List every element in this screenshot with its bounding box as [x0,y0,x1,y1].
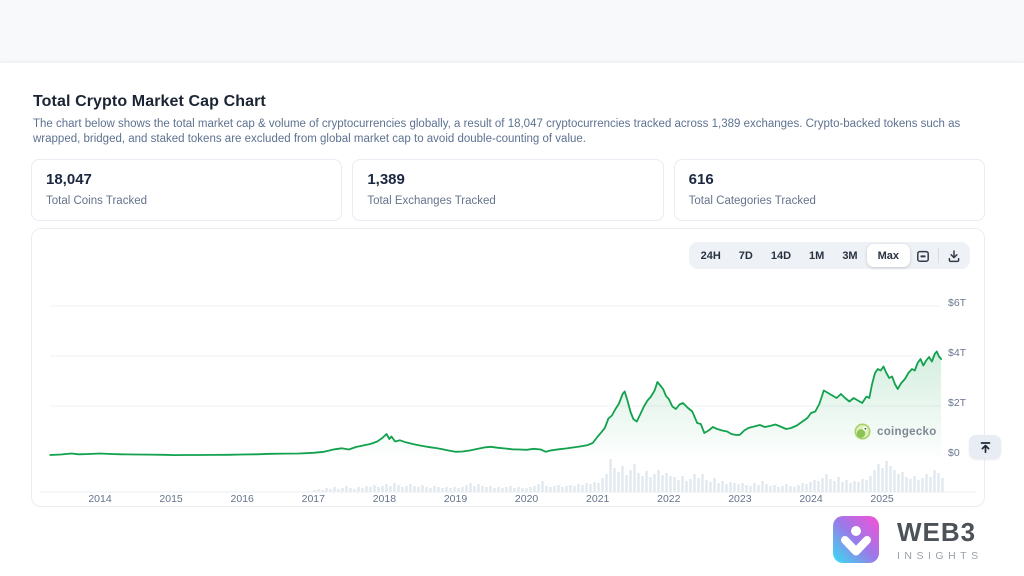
coingecko-gecko-icon [854,423,871,440]
download-button[interactable] [941,244,967,267]
web3-logo-icon [833,516,879,563]
svg-text:$0: $0 [948,447,960,459]
svg-text:2020: 2020 [515,493,539,505]
range-button-1m[interactable]: 1M [800,244,833,267]
market-cap-chart-card: $6T $4T $2T $0 2014 2015 2016 2017 2018 2019 2020 2… [31,228,985,507]
svg-text:2016: 2016 [231,493,255,505]
stat-value-exchanges: 1,389 [367,171,405,188]
svg-text:2021: 2021 [586,493,610,505]
range-button-max[interactable]: Max [866,244,910,267]
coingecko-watermark: coingecko [854,423,937,440]
market-cap-chart-svg[interactable]: $6T $4T $2T $0 2014 2015 2016 2017 2018 2019 2020 2… [32,229,984,506]
stat-label-exchanges: Total Exchanges Tracked [367,195,496,207]
brand-text: WEB3 INSIGHTS [897,517,983,562]
calendar-icon [917,250,929,262]
toolbar-divider [938,248,939,263]
stat-card-categories: 616 Total Categories Tracked [673,159,985,221]
page-title: Total Crypto Market Cap Chart [33,93,266,110]
svg-text:2019: 2019 [444,493,468,505]
svg-text:2024: 2024 [799,493,823,505]
svg-text:$6T: $6T [948,297,967,309]
brand-tagline: INSIGHTS [897,550,983,562]
brand-name: WEB3 [897,517,977,547]
range-button-7d[interactable]: 7D [730,244,762,267]
page-description: The chart below shows the total market c… [33,118,961,145]
range-button-3m[interactable]: 3M [833,244,866,267]
range-button-14d[interactable]: 14D [762,244,800,267]
stat-value-coins: 18,047 [46,171,92,188]
svg-text:2017: 2017 [302,493,326,505]
stat-label-categories: Total Categories Tracked [688,195,816,207]
svg-text:2025: 2025 [870,493,894,505]
svg-text:$4T: $4T [948,347,967,359]
stat-label-coins: Total Coins Tracked [46,195,147,207]
scroll-to-top-button[interactable] [969,435,1001,459]
stat-card-exchanges: 1,389 Total Exchanges Tracked [352,159,664,221]
svg-text:2018: 2018 [373,493,397,505]
arrow-to-top-icon [980,441,990,453]
stat-card-coins: 18,047 Total Coins Tracked [31,159,343,221]
svg-text:2014: 2014 [88,493,112,505]
range-button-24h[interactable]: 24H [692,244,730,267]
svg-text:2023: 2023 [728,493,752,505]
svg-text:$2T: $2T [948,397,967,409]
svg-text:2022: 2022 [657,493,681,505]
range-toolbar: 24H 7D 14D 1M 3M Max [688,242,970,269]
svg-text:2015: 2015 [159,493,183,505]
calendar-button[interactable] [910,244,936,267]
footer-brand: WEB3 INSIGHTS [833,516,983,563]
download-icon [948,249,960,262]
coingecko-watermark-text: coingecko [877,425,937,438]
stat-value-categories: 616 [688,171,714,188]
stats-row: 18,047 Total Coins Tracked 1,389 Total E… [31,159,985,221]
